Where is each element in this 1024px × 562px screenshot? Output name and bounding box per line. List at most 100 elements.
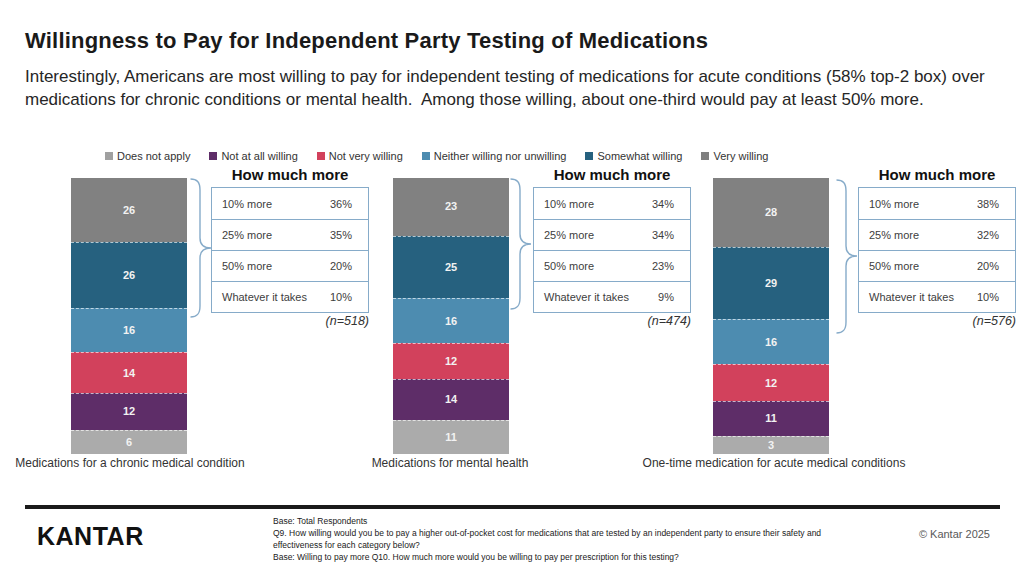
legend-label: Not at all willing <box>221 150 297 162</box>
bar-segment-does-not-apply: 11 <box>393 420 509 454</box>
table-row: 25% more 34% <box>534 219 690 250</box>
legend-swatch-icon <box>105 152 113 160</box>
bar-segment-neither: 16 <box>713 319 829 364</box>
segment-value: 26 <box>123 205 135 216</box>
how-much-more-table: 10% more38% 25% more32% 50% more20% What… <box>858 187 1016 313</box>
legend-item-very-willing: Very willing <box>701 150 768 162</box>
legend-label: Neither willing nor unwilling <box>434 150 567 162</box>
bar-segment-very-willing: 26 <box>71 178 187 242</box>
footnote-line: Q9. How willing would you be to pay a hi… <box>273 528 848 552</box>
segment-value: 16 <box>123 325 135 336</box>
bar-segment-somewhat-willing: 29 <box>713 247 829 319</box>
segment-value: 16 <box>445 316 457 327</box>
row-value: 10% <box>330 291 352 303</box>
table-row: 10% more 38% <box>859 188 1015 219</box>
legend-label: Not very willing <box>329 150 403 162</box>
segment-value: 16 <box>765 337 777 348</box>
bar-segment-does-not-apply: 3 <box>713 436 829 454</box>
legend-label: Does not apply <box>117 150 190 162</box>
bar-segment-not-at-all-willing: 12 <box>71 393 187 430</box>
segment-value: 29 <box>765 278 777 289</box>
segment-value: 14 <box>445 394 457 405</box>
row-label: 10% more <box>544 198 594 210</box>
bar-segment-not-very-willing: 14 <box>71 352 187 393</box>
stacked-bar-acute: 28 29 16 12 11 3 <box>713 178 829 454</box>
row-value: 34% <box>652 198 674 210</box>
kantar-logo: KANTAR <box>37 522 144 551</box>
legend-swatch-icon <box>701 152 709 160</box>
slide-canvas: Willingness to Pay for Independent Party… <box>0 0 1024 562</box>
table-row: 50% more23% <box>534 250 690 281</box>
segment-value: 26 <box>123 270 135 281</box>
page-title: Willingness to Pay for Independent Party… <box>25 28 708 54</box>
bar-segment-not-very-willing: 12 <box>713 364 829 401</box>
segment-value: 3 <box>768 440 774 451</box>
row-label: 25% more <box>544 229 594 241</box>
legend-swatch-icon <box>209 152 217 160</box>
row-label: 10% more <box>222 198 272 210</box>
row-label: Whatever it takes <box>869 291 954 303</box>
how-much-more-table: 10% more 34% 25% more 34% 50% more23% What… <box>533 187 691 313</box>
row-value: 36% <box>330 198 352 210</box>
footer-divider <box>25 505 1000 509</box>
table-row: 10% more 36% <box>212 188 368 219</box>
row-value: 20% <box>330 260 352 272</box>
legend-item-neither: Neither willing nor unwilling <box>422 150 567 162</box>
legend-label: Very willing <box>713 150 768 162</box>
legend-item-not-at-all-willing: Not at all willing <box>209 150 297 162</box>
footnote-line: Base: Willing to pay more Q10. How much … <box>273 552 848 562</box>
table-row: 50% more 20% <box>212 250 368 281</box>
bar-segment-very-willing: 23 <box>393 178 509 236</box>
sample-size-label: (n=576) <box>858 314 1016 328</box>
category-label-mental-health: Medications for mental health <box>330 456 570 470</box>
legend-item-not-very-willing: Not very willing <box>317 150 403 162</box>
legend-swatch-icon <box>585 152 593 160</box>
bar-segment-somewhat-willing: 26 <box>71 242 187 307</box>
bar-segment-not-at-all-willing: 11 <box>713 401 829 436</box>
row-label: Whatever it takes <box>222 291 307 303</box>
bar-segment-not-very-willing: 12 <box>393 343 509 379</box>
bar-segment-not-at-all-willing: 14 <box>393 379 509 419</box>
copyright-label: © Kantar 2025 <box>919 528 990 540</box>
table-row: Whatever it takes 10% <box>859 281 1015 312</box>
row-label: 50% more <box>222 260 272 272</box>
row-value: 34% <box>652 229 674 241</box>
segment-value: 11 <box>445 432 457 443</box>
bar-segment-somewhat-willing: 25 <box>393 236 509 299</box>
row-label: 25% more <box>869 229 919 241</box>
segment-value: 23 <box>445 201 457 212</box>
segment-value: 12 <box>765 378 777 389</box>
brace-connector <box>835 179 858 334</box>
segment-value: 12 <box>123 406 135 417</box>
brace-connector <box>509 178 532 310</box>
footnote-line: Base: Total Respondents <box>273 516 848 528</box>
legend: Does not apply Not at all willing Not ve… <box>105 150 768 162</box>
row-label: 25% more <box>222 229 272 241</box>
segment-value: 25 <box>445 262 457 273</box>
row-value: 20% <box>977 260 999 272</box>
how-much-more-title: How much more <box>211 166 369 183</box>
segment-value: 28 <box>765 207 777 218</box>
category-label-acute: One-time medication for acute medical co… <box>624 456 924 470</box>
row-label: 10% more <box>869 198 919 210</box>
stacked-bar-chronic: 26 26 16 14 12 6 <box>71 178 187 454</box>
row-value: 32% <box>977 229 999 241</box>
bar-segment-neither: 16 <box>71 308 187 353</box>
row-value: 35% <box>330 229 352 241</box>
footnotes: Base: Total Respondents Q9. How willing … <box>273 516 848 562</box>
row-value: 38% <box>977 198 999 210</box>
table-row: 25% more 32% <box>859 219 1015 250</box>
how-much-more-table: 10% more 36% 25% more 35% 50% more 20% What… <box>211 187 369 313</box>
row-value: 10% <box>977 291 999 303</box>
bar-segment-does-not-apply: 6 <box>71 430 187 454</box>
bar-segment-very-willing: 28 <box>713 178 829 247</box>
stacked-bar-mental-health: 23 25 16 12 14 11 <box>393 178 509 454</box>
legend-item-somewhat-willing: Somewhat willing <box>585 150 682 162</box>
table-row: 25% more 35% <box>212 219 368 250</box>
segment-value: 12 <box>445 356 457 367</box>
legend-item-does-not-apply: Does not apply <box>105 150 190 162</box>
table-row: 10% more 34% <box>534 188 690 219</box>
row-label: Whatever it takes <box>544 291 629 303</box>
table-row: Whatever it takes 10% <box>212 281 368 312</box>
table-row: Whatever it takes9% <box>534 281 690 312</box>
